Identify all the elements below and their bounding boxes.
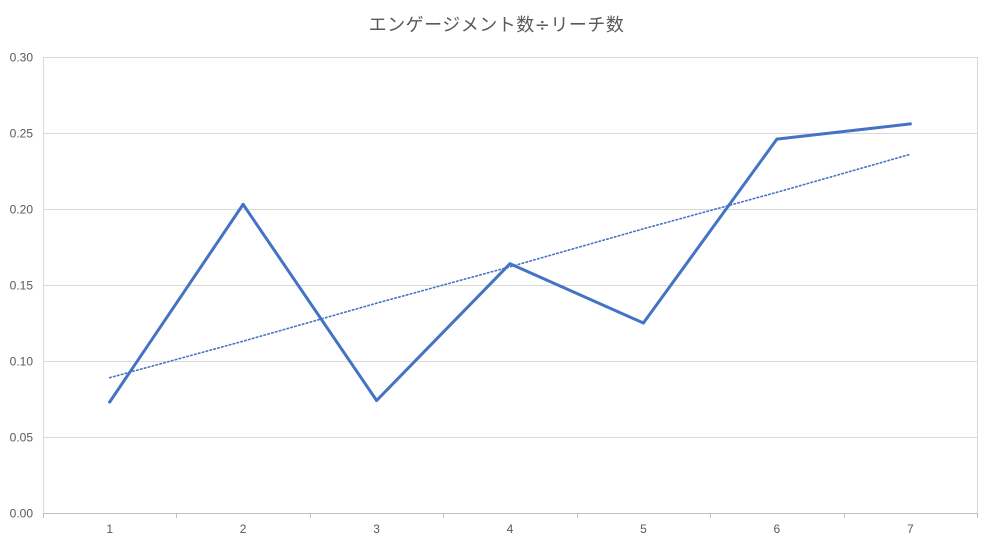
trendline bbox=[108, 153, 912, 379]
gridlines bbox=[43, 57, 977, 438]
y-tick-label: 0.15 bbox=[10, 279, 34, 293]
x-tick-label: 5 bbox=[640, 522, 647, 536]
x-tick-label: 4 bbox=[507, 522, 514, 536]
x-tick-label: 2 bbox=[240, 522, 247, 536]
y-tick-label: 0.30 bbox=[10, 51, 34, 65]
trendline-layer bbox=[108, 153, 912, 379]
y-tick-label: 0.05 bbox=[10, 431, 34, 445]
data-point bbox=[908, 122, 912, 126]
chart-title: エンゲージメント数÷リーチ数 bbox=[368, 15, 625, 36]
data-point bbox=[775, 137, 779, 141]
x-tick-label: 1 bbox=[106, 522, 113, 536]
data-point bbox=[641, 321, 645, 325]
data-point bbox=[241, 202, 245, 206]
axes bbox=[43, 57, 978, 518]
data-point bbox=[375, 399, 379, 402]
x-tick-label: 7 bbox=[907, 522, 914, 536]
series-layer bbox=[108, 122, 912, 404]
x-tick-label: 3 bbox=[373, 522, 380, 536]
data-point bbox=[508, 262, 512, 266]
y-tick-label: 0.00 bbox=[10, 507, 34, 521]
y-tick-label: 0.25 bbox=[10, 127, 34, 141]
y-tick-label: 0.20 bbox=[10, 203, 34, 217]
y-tick-label: 0.10 bbox=[10, 355, 34, 369]
data-point bbox=[108, 400, 112, 404]
x-tick-label: 6 bbox=[774, 522, 781, 536]
tick-labels: 0.00 0.05 0.10 0.15 0.20 0.25 0.30 1 2 3 4 5 6 7 bbox=[10, 51, 914, 537]
